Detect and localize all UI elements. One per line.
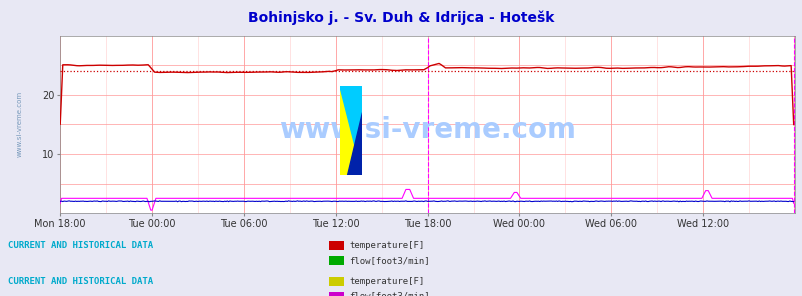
Text: www.si-vreme.com: www.si-vreme.com <box>17 91 22 157</box>
Polygon shape <box>339 86 362 175</box>
Polygon shape <box>339 86 362 175</box>
Polygon shape <box>346 112 362 175</box>
Text: temperature[F]: temperature[F] <box>349 277 424 286</box>
Text: CURRENT AND HISTORICAL DATA: CURRENT AND HISTORICAL DATA <box>8 277 153 286</box>
Text: flow[foot3/min]: flow[foot3/min] <box>349 256 429 265</box>
Text: flow[foot3/min]: flow[foot3/min] <box>349 292 429 296</box>
Text: temperature[F]: temperature[F] <box>349 241 424 250</box>
Text: www.si-vreme.com: www.si-vreme.com <box>279 116 575 144</box>
Text: Bohinjsko j. - Sv. Duh & Idrijca - Hotešk: Bohinjsko j. - Sv. Duh & Idrijca - Hoteš… <box>248 10 554 25</box>
Text: CURRENT AND HISTORICAL DATA: CURRENT AND HISTORICAL DATA <box>8 241 153 250</box>
